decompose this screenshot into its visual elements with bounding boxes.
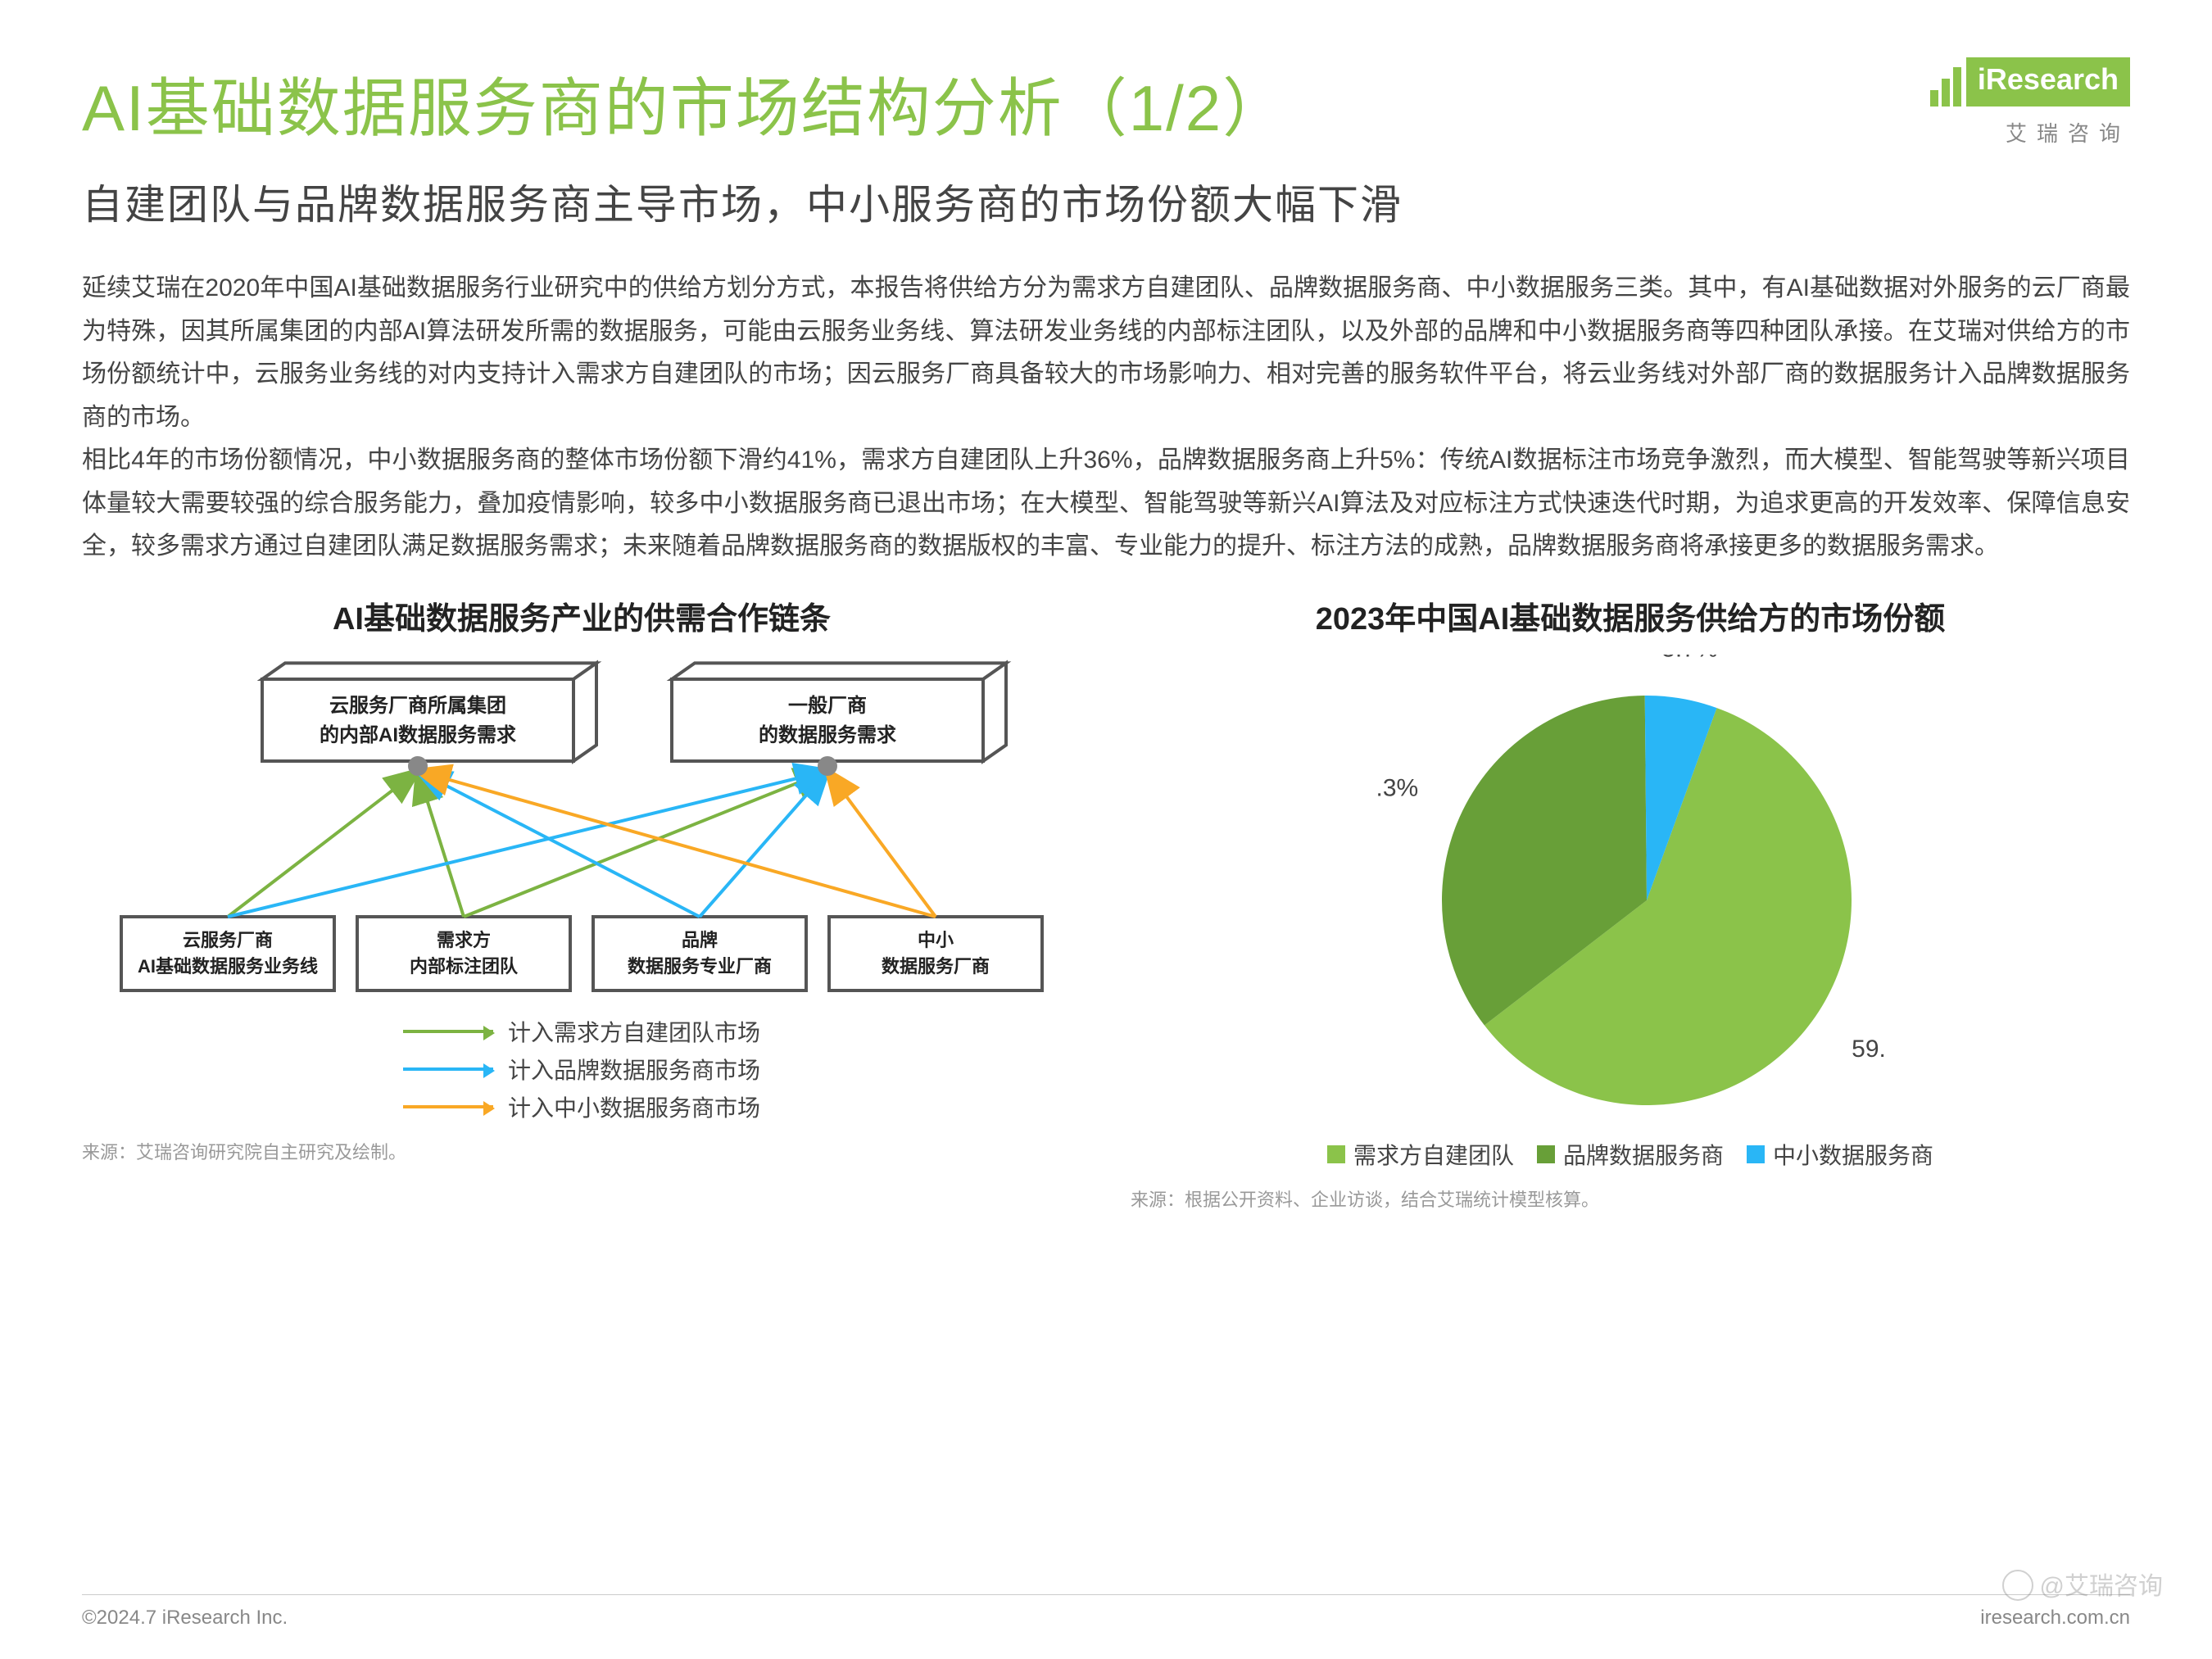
svg-text:5.7%: 5.7% bbox=[1661, 655, 1717, 662]
logo: iResearch 艾瑞咨询 bbox=[1930, 57, 2130, 147]
pie-chart-title: 2023年中国AI基础数据服务供给方的市场份额 bbox=[1131, 593, 2130, 638]
pie-legend-item: 需求方自建团队 bbox=[1327, 1138, 1514, 1171]
svg-text:数据服务专业厂商: 数据服务专业厂商 bbox=[628, 956, 772, 977]
flow-legend-item: 计入需求方自建团队市场 bbox=[403, 1015, 760, 1048]
logo-subtext: 艾瑞咨询 bbox=[1930, 117, 2130, 147]
subtitle: 自建团队与品牌数据服务商主导市场，中小服务商的市场份额大幅下滑 bbox=[82, 172, 2130, 231]
svg-text:云服务厂商所属集团: 云服务厂商所属集团 bbox=[329, 694, 506, 717]
svg-text:的数据服务需求: 的数据服务需求 bbox=[759, 723, 896, 746]
pie-wrap: 59.0% 35.3% 5.7% bbox=[1376, 655, 1884, 1113]
logo-mark: iResearch bbox=[1930, 57, 2130, 107]
footer-right: iresearch.com.cn bbox=[1980, 1607, 2130, 1630]
svg-text:35.3%: 35.3% bbox=[1376, 774, 1418, 801]
page-title: AI基础数据服务商的市场结构分析（1/2） bbox=[82, 57, 1288, 149]
diagrams-row: AI基础数据服务产业的供需合作链条 云服务厂商所属集团的内部AI数据服务需求 一般… bbox=[82, 593, 2130, 1212]
footer-left: ©2024.7 iResearch Inc. bbox=[82, 1607, 288, 1630]
body-paragraph-2: 相比4年的市场份额情况，中小数据服务商的整体市场份额下滑约41%，需求方自建团队… bbox=[82, 439, 2130, 569]
flow-diagram-title: AI基础数据服务产业的供需合作链条 bbox=[82, 593, 1081, 638]
pie-legend-item: 品牌数据服务商 bbox=[1537, 1138, 1724, 1171]
svg-text:需求方: 需求方 bbox=[437, 930, 491, 950]
svg-text:的内部AI数据服务需求: 的内部AI数据服务需求 bbox=[320, 723, 516, 746]
svg-text:59.0%: 59.0% bbox=[1852, 1036, 1884, 1063]
flow-legend-item: 计入中小数据服务商市场 bbox=[403, 1090, 760, 1123]
svg-text:中小: 中小 bbox=[918, 930, 954, 950]
pie-source: 来源：根据公开资料、企业访谈，结合艾瑞统计模型核算。 bbox=[1131, 1185, 2130, 1212]
body-text: 延续艾瑞在2020年中国AI基础数据服务行业研究中的供给方划分方式，本报告将供给… bbox=[82, 267, 2130, 569]
logo-text: iResearch bbox=[1966, 57, 2130, 107]
footer: ©2024.7 iResearch Inc. iresearch.com.cn bbox=[82, 1594, 2130, 1630]
svg-text:AI基础数据服务业务线: AI基础数据服务业务线 bbox=[138, 956, 318, 977]
svg-text:数据服务厂商: 数据服务厂商 bbox=[882, 956, 990, 977]
pie-legend-item: 中小数据服务商 bbox=[1747, 1138, 1933, 1171]
page: AI基础数据服务商的市场结构分析（1/2） iResearch 艾瑞咨询 自建团… bbox=[0, 0, 2212, 1659]
flow-svg: 云服务厂商所属集团的内部AI数据服务需求 一般厂商的数据服务需求云服务厂商 AI基础… bbox=[98, 655, 1065, 1007]
flow-legend-item: 计入品牌数据服务商市场 bbox=[403, 1053, 760, 1086]
header-row: AI基础数据服务商的市场结构分析（1/2） iResearch 艾瑞咨询 bbox=[82, 57, 2130, 149]
body-paragraph-1: 延续艾瑞在2020年中国AI基础数据服务行业研究中的供给方划分方式，本报告将供给… bbox=[82, 267, 2130, 439]
svg-text:一般厂商: 一般厂商 bbox=[788, 694, 867, 717]
pie-svg: 59.0% 35.3% 5.7% bbox=[1376, 655, 1884, 1113]
pie-chart: 2023年中国AI基础数据服务供给方的市场份额 59.0% 35.3% 5.7% 需… bbox=[1131, 593, 2130, 1212]
flow-source: 来源：艾瑞咨询研究院自主研究及绘制。 bbox=[82, 1138, 1081, 1164]
svg-text:品牌: 品牌 bbox=[682, 930, 718, 950]
logo-bars-icon bbox=[1930, 57, 1961, 107]
flow-legend: 计入需求方自建团队市场计入品牌数据服务商市场计入中小数据服务商市场 bbox=[403, 1015, 760, 1123]
svg-text:内部标注团队: 内部标注团队 bbox=[410, 956, 519, 977]
pie-legend: 需求方自建团队品牌数据服务商中小数据服务商 bbox=[1131, 1138, 2130, 1171]
svg-text:云服务厂商: 云服务厂商 bbox=[183, 930, 273, 950]
flow-diagram: AI基础数据服务产业的供需合作链条 云服务厂商所属集团的内部AI数据服务需求 一般… bbox=[82, 593, 1081, 1212]
